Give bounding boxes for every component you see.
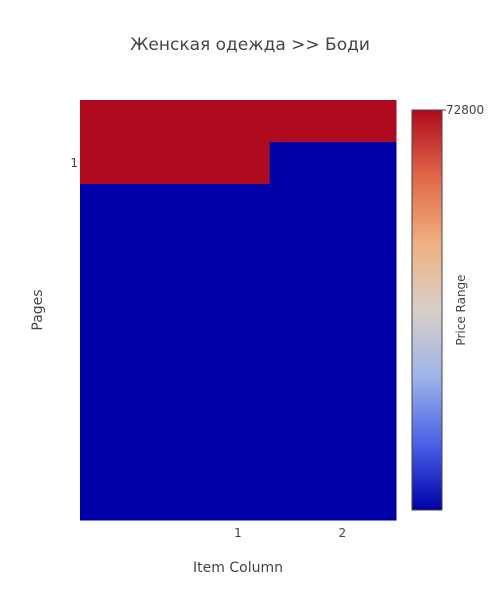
heatmap-cell <box>269 142 334 185</box>
heatmap-cell <box>143 310 207 353</box>
heatmap-cell <box>269 226 334 269</box>
heatmap-cell <box>206 100 271 143</box>
heatmap-cell <box>206 394 271 437</box>
heatmap-cell <box>80 436 144 479</box>
heatmap-cell <box>332 100 397 143</box>
heatmap-cell <box>332 310 397 353</box>
heatmap-cell <box>269 352 334 395</box>
y-axis-label: Pages <box>30 289 46 330</box>
heatmap-cell <box>80 352 144 395</box>
heatmap-cell <box>143 268 207 311</box>
heatmap-cell <box>332 478 397 521</box>
heatmap-cell <box>80 268 144 311</box>
heatmap-cell <box>206 226 271 269</box>
y-axis-ticks: 1 <box>70 156 78 170</box>
heatmap-cell <box>332 226 397 269</box>
heatmap-cell <box>80 310 144 353</box>
heatmap-cell <box>332 394 397 437</box>
heatmap-cell <box>269 268 334 311</box>
heatmap-cells <box>80 100 397 521</box>
heatmap-cell <box>206 142 271 185</box>
heatmap-cell <box>206 268 271 311</box>
heatmap-cell <box>269 394 334 437</box>
heatmap-cell <box>143 142 207 185</box>
x-tick-label: 2 <box>338 526 346 540</box>
heatmap-cell <box>80 100 144 143</box>
heatmap-cell <box>143 100 207 143</box>
colorbar-max-label: 72800 <box>446 103 484 117</box>
heatmap-cell <box>143 436 207 479</box>
heatmap-cell <box>143 394 207 437</box>
heatmap-cell <box>206 436 271 479</box>
heatmap-cell <box>80 394 144 437</box>
heatmap-cell <box>143 184 207 227</box>
heatmap-cell <box>206 184 271 227</box>
heatmap-cell <box>332 352 397 395</box>
heatmap-cell <box>332 184 397 227</box>
heatmap-cell <box>332 268 397 311</box>
heatmap-cell <box>269 310 334 353</box>
heatmap-cell <box>143 478 207 521</box>
heatmap-cell <box>206 310 271 353</box>
heatmap-cell <box>143 226 207 269</box>
heatmap-cell <box>332 142 397 185</box>
heatmap-cell <box>269 478 334 521</box>
heatmap-cell <box>332 436 397 479</box>
x-tick-label: 1 <box>234 526 242 540</box>
heatmap-cell <box>80 226 144 269</box>
colorbar-title: Price Range <box>454 274 468 345</box>
heatmap-cell <box>143 352 207 395</box>
heatmap-cell <box>269 100 334 143</box>
heatmap-cell <box>269 184 334 227</box>
heatmap-cell <box>80 478 144 521</box>
x-axis-label: Item Column <box>193 560 283 576</box>
heatmap-cell <box>269 436 334 479</box>
heatmap-cell <box>206 352 271 395</box>
y-tick-label: 1 <box>70 156 78 170</box>
colorbar-gradient <box>411 109 443 511</box>
heatmap-cell <box>80 142 144 185</box>
heatmap-cell <box>206 478 271 521</box>
heatmap-cell <box>80 184 144 227</box>
chart-title: Женская одежда >> Боди <box>130 35 370 55</box>
